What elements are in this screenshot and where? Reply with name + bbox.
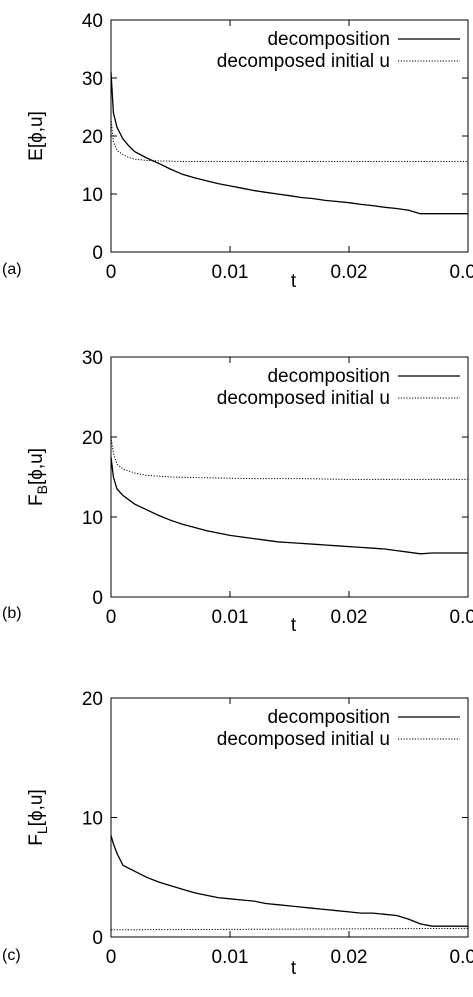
- y-axis-label: FB[ϕ,u]: [26, 448, 50, 506]
- y-tick-label: 20: [82, 689, 103, 710]
- legend-label: decomposition: [267, 29, 390, 50]
- y-tick-label: 40: [82, 11, 103, 32]
- panel-label: (a): [2, 261, 22, 278]
- x-tick-label: 0.03: [450, 947, 473, 968]
- panel-label: (b): [2, 605, 22, 622]
- chart-panel-2: 0 10 20 30 0 0.01 0.02 0.03 t FB[ϕ,u] (b) decomposi…: [2, 348, 473, 636]
- series-line-decomposition: [110, 835, 468, 927]
- chart-panel-1: 0 10 20 30 40 0 0.01 0.02 0.03 t E[ϕ,u] (a) decompos…: [2, 11, 473, 292]
- y-axis-label: FL[ϕ,u]: [26, 789, 50, 845]
- y-tick-label: 30: [82, 69, 103, 90]
- y-tick-label: 10: [82, 508, 103, 529]
- x-tick-label: 0.01: [212, 947, 249, 968]
- x-tick-label: 0: [106, 607, 117, 628]
- y-axis-label-main: F: [26, 494, 47, 506]
- x-axis-label: t: [291, 958, 297, 979]
- x-tick-label: 0: [106, 947, 117, 968]
- y-tick-label: 0: [92, 928, 103, 949]
- x-tick-label: 0.02: [331, 947, 368, 968]
- y-tick-label: 0: [92, 588, 103, 609]
- series-line-decomposed-initial-u: [110, 927, 469, 931]
- x-tick-label: 0.03: [450, 607, 473, 628]
- series-line-decomposition: [110, 456, 468, 555]
- y-tick-label: 10: [82, 809, 103, 830]
- x-axis-label: t: [291, 271, 297, 292]
- series-line-decomposed-initial-u: [110, 118, 468, 162]
- x-axis-label: t: [291, 615, 297, 636]
- y-axis-label-args: [ϕ,u]: [26, 111, 47, 148]
- legend-label: decomposed initial u: [217, 388, 390, 409]
- legend-label: decomposed initial u: [217, 51, 390, 72]
- x-tick-label: 0: [106, 262, 117, 283]
- y-axis-label-main: E: [26, 148, 47, 161]
- chart-panel-3: 0 10 20 0 0.01 0.02 0.03 t FL[ϕ,u] (c) decompositi…: [2, 689, 473, 979]
- y-axis-label-main: F: [26, 834, 47, 846]
- y-tick-label: 20: [82, 428, 103, 449]
- legend-label: decomposed initial u: [217, 729, 390, 750]
- y-tick-label: 30: [82, 348, 103, 369]
- x-tick-label: 0.02: [331, 262, 368, 283]
- legend-label: decomposition: [267, 707, 390, 728]
- x-tick-label: 0.01: [212, 607, 249, 628]
- x-tick-label: 0.01: [212, 262, 249, 283]
- y-axis-label-subscript: L: [34, 826, 50, 834]
- legend-label: decomposition: [267, 366, 390, 387]
- y-tick-label: 20: [82, 127, 103, 148]
- panel-label: (c): [2, 947, 21, 964]
- series-line-decomposition: [110, 72, 468, 215]
- y-tick-label: 0: [92, 243, 103, 264]
- x-tick-label: 0.03: [450, 262, 473, 283]
- x-tick-label: 0.02: [331, 607, 368, 628]
- series-line-decomposed-initial-u: [110, 436, 468, 480]
- y-axis-label-args: [ϕ,u]: [26, 448, 47, 485]
- y-tick-label: 10: [82, 185, 103, 206]
- plot-frame: [110, 356, 469, 598]
- y-axis-label: E[ϕ,u]: [26, 111, 47, 161]
- y-axis-label-subscript: B: [34, 485, 50, 494]
- y-axis-label-args: [ϕ,u]: [26, 789, 47, 826]
